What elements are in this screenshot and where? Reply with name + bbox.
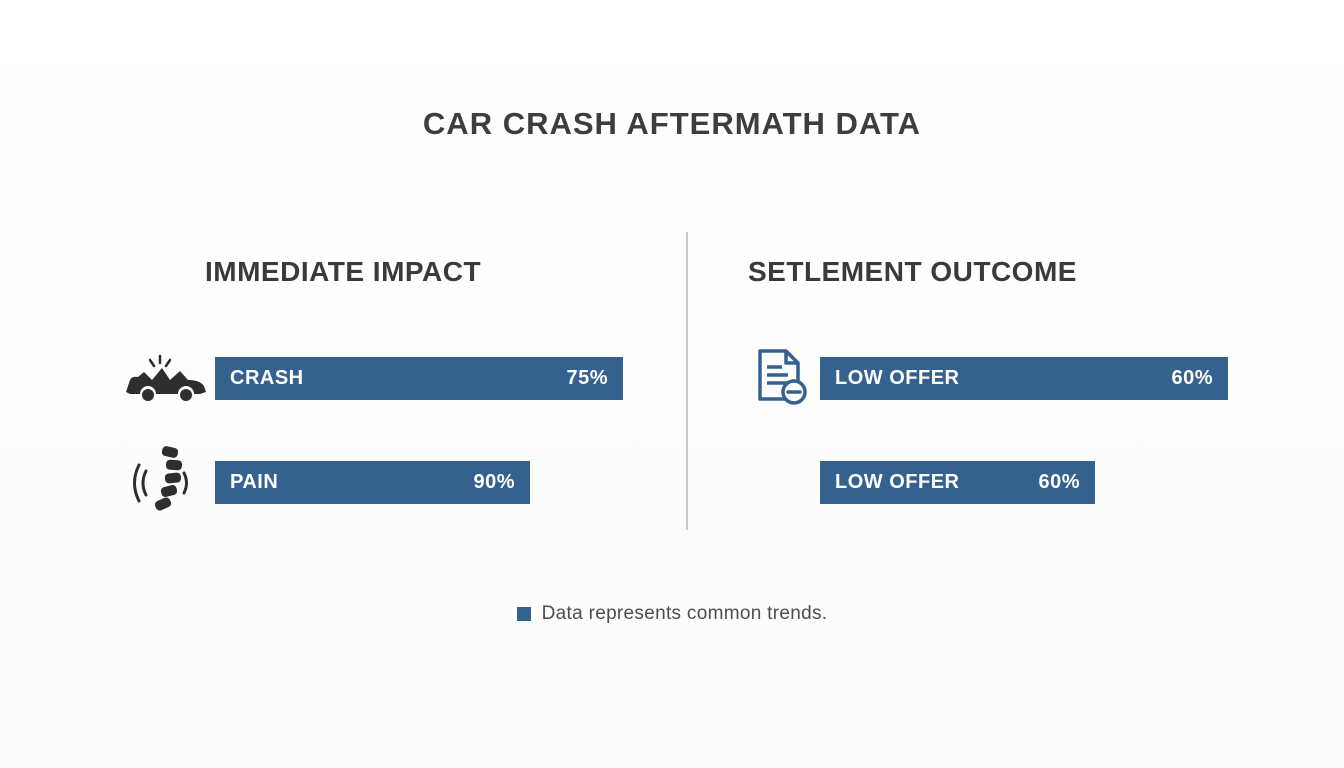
crash-bar-value: 75% — [566, 367, 608, 389]
pain-bar-value: 90% — [473, 471, 515, 493]
document-minus-icon — [748, 345, 814, 411]
section-heading-immediate-impact: IMMEDIATE IMPACT — [205, 256, 482, 287]
low-offer-bar-1-label: LOW OFFER — [835, 367, 960, 389]
legend-square-icon — [516, 607, 531, 621]
pain-bar-label: PAIN — [230, 471, 279, 493]
crash-bar: CRASH 75% — [215, 357, 623, 400]
pain-bar: PAIN 90% — [215, 461, 530, 504]
footer-note-text: Data represents common trends. — [541, 603, 828, 624]
crash-bar-label: CRASH — [230, 367, 304, 389]
spine-pain-icon — [132, 443, 198, 523]
vertical-divider — [686, 232, 688, 530]
low-offer-bar-2: LOW OFFER 60% — [820, 461, 1095, 504]
section-heading-settlement-outcome: SETLEMENT OUTCOME — [748, 256, 1077, 287]
crashed-car-icon — [120, 350, 210, 406]
low-offer-bar-1-value: 60% — [1171, 367, 1213, 389]
footer-note: Data represents common trends. — [0, 603, 1344, 625]
low-offer-bar-2-value: 60% — [1038, 471, 1080, 493]
page-title: CAR CRASH AFTERMATH DATA — [422, 106, 922, 141]
low-offer-bar-2-label: LOW OFFER — [835, 471, 960, 493]
low-offer-bar-1: LOW OFFER 60% — [820, 357, 1228, 400]
